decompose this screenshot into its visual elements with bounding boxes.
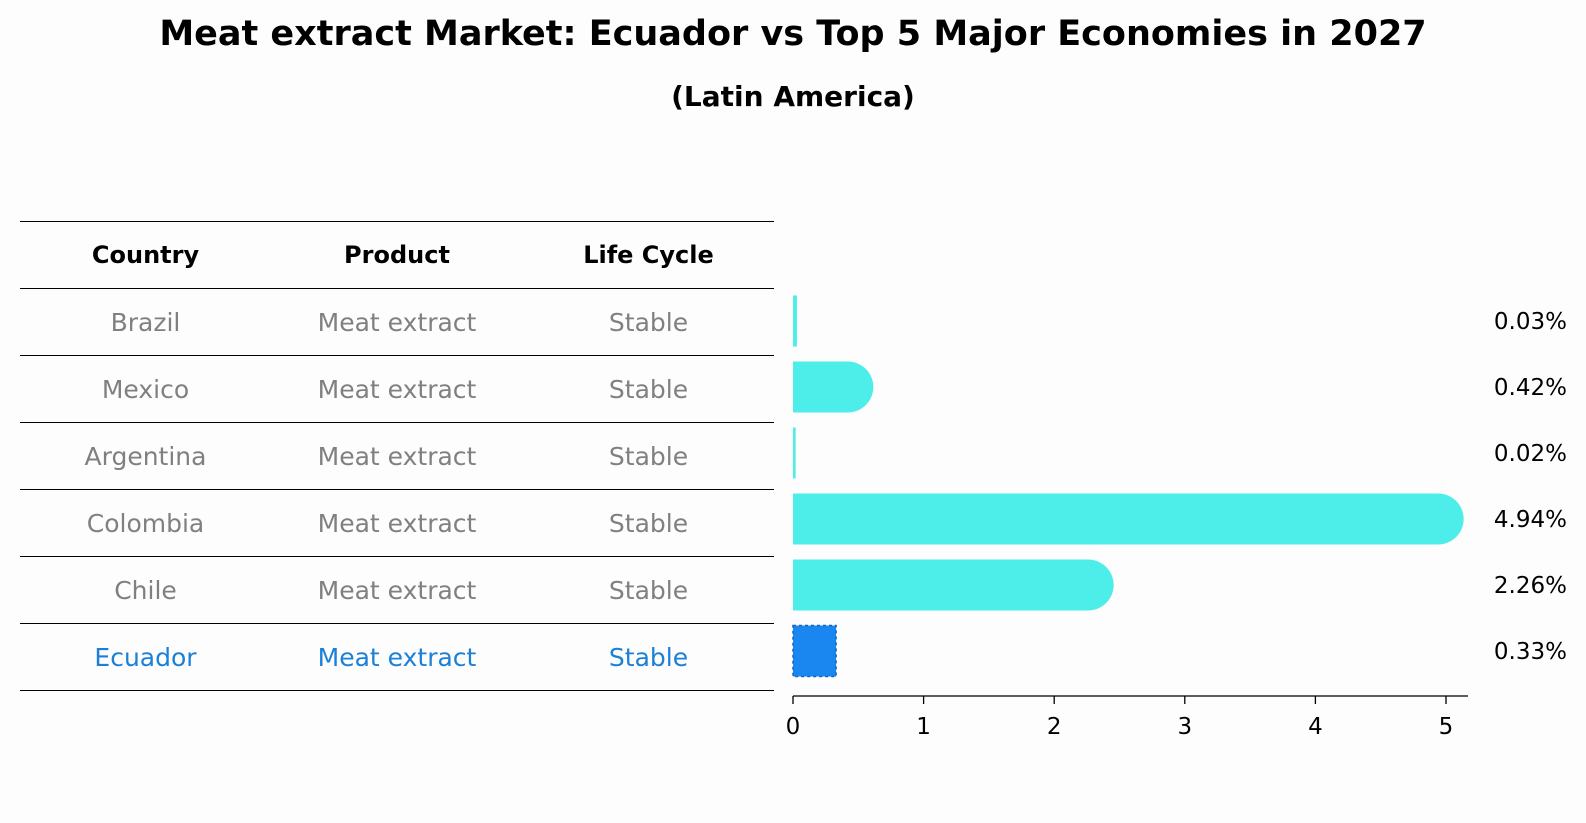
cell-life-cycle: Stable: [608, 307, 689, 337]
cell-country: Mexico: [101, 374, 190, 404]
cell-product: Meat extract: [317, 575, 477, 605]
bar-argentina: [793, 427, 796, 479]
bar-chile: [793, 559, 1114, 611]
x-tick-label-3: 3: [1177, 714, 1192, 740]
value-label-mexico: 0.42%: [1494, 375, 1567, 401]
cell-country: Argentina: [84, 441, 207, 471]
header-product: Product: [344, 241, 450, 269]
cell-product: Meat extract: [317, 307, 477, 337]
chart-title: Meat extract Market: Ecuador vs Top 5 Ma…: [159, 14, 1427, 54]
cell-country: Colombia: [86, 508, 205, 538]
table-row: Brazil Meat extract Stable: [20, 288, 774, 355]
cell-product: Meat extract: [317, 508, 477, 538]
x-tick-label-4: 4: [1308, 714, 1323, 740]
bar-ecuador: [792, 624, 837, 678]
bar-mexico-base: [793, 361, 819, 413]
bar-colombia: [793, 493, 1464, 545]
cell-product: Meat extract: [317, 441, 477, 471]
cell-country: Ecuador: [94, 642, 197, 672]
value-label-colombia: 4.94%: [1494, 507, 1567, 533]
cell-life-cycle: Stable: [608, 441, 689, 471]
table-row: Mexico Meat extract Stable: [20, 355, 774, 422]
cell-life-cycle: Stable: [608, 642, 689, 672]
table-row: Chile Meat extract Stable: [20, 556, 774, 623]
table-row: Colombia Meat extract Stable: [20, 489, 774, 556]
cell-country: Chile: [114, 575, 177, 605]
bar-brazil: [793, 295, 797, 347]
header-life-cycle: Life Cycle: [583, 241, 714, 269]
cell-country: Brazil: [110, 307, 181, 337]
cell-product: Meat extract: [317, 374, 477, 404]
cell-life-cycle: Stable: [608, 508, 689, 538]
data-table: Country Product Life Cycle Brazil Meat e…: [20, 221, 774, 691]
x-tick-label-0: 0: [786, 714, 801, 740]
chart-subtitle: (Latin America): [671, 80, 915, 113]
header-country: Country: [91, 241, 200, 269]
value-label-argentina: 0.02%: [1494, 441, 1567, 467]
bar-colombia-base: [793, 493, 819, 545]
table-header-row: Country Product Life Cycle: [20, 221, 774, 288]
value-label-chile: 2.26%: [1494, 573, 1567, 599]
bar-chile-base: [793, 559, 819, 611]
cell-life-cycle: Stable: [608, 575, 689, 605]
value-label-ecuador: 0.33%: [1494, 639, 1567, 665]
x-tick-label-5: 5: [1439, 714, 1454, 740]
cell-life-cycle: Stable: [608, 374, 689, 404]
x-tick-label-1: 1: [916, 714, 931, 740]
table-row: Argentina Meat extract Stable: [20, 422, 774, 489]
table-row-highlight: Ecuador Meat extract Stable: [20, 623, 774, 691]
cell-product: Meat extract: [317, 642, 477, 672]
x-tick-label-2: 2: [1047, 714, 1062, 740]
value-label-brazil: 0.03%: [1494, 309, 1567, 335]
